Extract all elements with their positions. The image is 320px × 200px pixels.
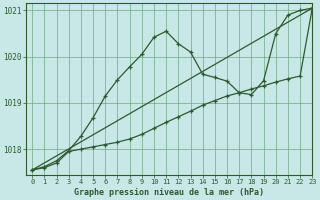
X-axis label: Graphe pression niveau de la mer (hPa): Graphe pression niveau de la mer (hPa) xyxy=(74,188,264,197)
